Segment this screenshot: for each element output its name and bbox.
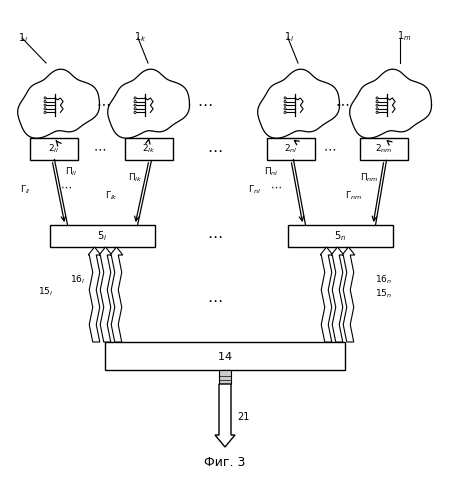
Bar <box>125 138 173 160</box>
Text: $\Gamma_{ll}$: $\Gamma_{ll}$ <box>20 184 31 196</box>
Text: $\cdots$: $\cdots$ <box>207 228 223 244</box>
Text: $16_l$: $16_l$ <box>70 274 85 286</box>
Text: $\cdots$: $\cdots$ <box>207 292 223 308</box>
Text: $5_{n}$: $5_{n}$ <box>335 229 346 243</box>
Bar <box>267 138 315 160</box>
Text: $5_{l}$: $5_{l}$ <box>97 229 108 243</box>
Text: $2_{nl}$: $2_{nl}$ <box>284 143 298 155</box>
Text: $\cdots$: $\cdots$ <box>270 182 282 192</box>
Polygon shape <box>320 247 333 342</box>
Polygon shape <box>331 247 344 342</box>
Text: $1_l$: $1_l$ <box>18 31 28 45</box>
Text: $\Pi_{ll}$: $\Pi_{ll}$ <box>65 166 77 178</box>
Text: $2_{nm}$: $2_{nm}$ <box>375 143 393 155</box>
Bar <box>360 138 408 160</box>
Text: Фиг. 3: Фиг. 3 <box>204 456 246 468</box>
Text: $\Gamma_{lk}$: $\Gamma_{lk}$ <box>105 190 118 202</box>
Text: $1_m$: $1_m$ <box>397 29 411 43</box>
Text: $1_l$: $1_l$ <box>284 30 294 44</box>
Bar <box>219 370 231 384</box>
Text: $16_n$: $16_n$ <box>375 274 392 286</box>
Text: $2_{ll}$: $2_{ll}$ <box>48 143 60 155</box>
Bar <box>288 225 393 247</box>
Text: $\Gamma_{nl}$: $\Gamma_{nl}$ <box>248 184 261 196</box>
Bar <box>50 225 155 247</box>
Polygon shape <box>110 247 123 342</box>
Text: $2_{lk}$: $2_{lk}$ <box>142 143 156 155</box>
Text: $\cdots$: $\cdots$ <box>60 182 72 192</box>
Text: $14$: $14$ <box>217 350 233 362</box>
Text: $\Pi_{nm}$: $\Pi_{nm}$ <box>360 172 379 184</box>
Text: $\Gamma_{nm}$: $\Gamma_{nm}$ <box>345 190 362 202</box>
Polygon shape <box>88 247 101 342</box>
Polygon shape <box>215 384 235 447</box>
Text: $15_n$: $15_n$ <box>375 288 392 300</box>
Text: $1_k$: $1_k$ <box>134 30 147 44</box>
Polygon shape <box>342 247 355 342</box>
Text: $\cdots$: $\cdots$ <box>335 96 349 110</box>
Text: 21: 21 <box>237 412 249 422</box>
Text: $\Pi_{nl}$: $\Pi_{nl}$ <box>264 166 279 178</box>
Text: $\cdots$: $\cdots$ <box>93 142 106 156</box>
Polygon shape <box>99 247 112 342</box>
Text: $\cdots$: $\cdots$ <box>197 96 213 110</box>
Text: $\cdots$: $\cdots$ <box>207 142 223 156</box>
Text: $\cdots$: $\cdots$ <box>323 142 336 156</box>
Bar <box>105 342 345 370</box>
Text: $15_l$: $15_l$ <box>38 286 53 298</box>
Text: $\cdots$: $\cdots$ <box>96 96 110 110</box>
Bar <box>30 138 78 160</box>
Text: $\Pi_{lk}$: $\Pi_{lk}$ <box>128 172 143 184</box>
